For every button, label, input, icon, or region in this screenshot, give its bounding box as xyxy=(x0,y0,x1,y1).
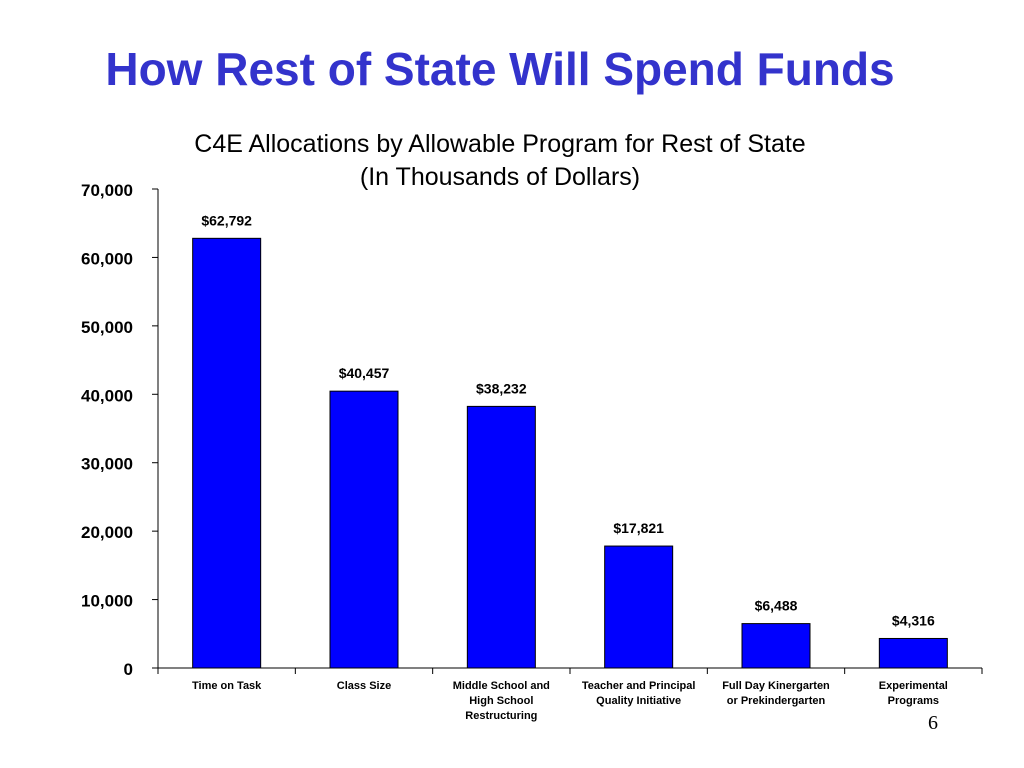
y-tick-label: 50,000 xyxy=(81,318,133,337)
y-tick-label: 30,000 xyxy=(81,455,133,474)
y-tick-label: 40,000 xyxy=(81,386,133,405)
data-label: $62,792 xyxy=(201,212,252,228)
x-category-label: Middle School and xyxy=(453,680,550,692)
x-category-label: or Prekindergarten xyxy=(727,695,826,707)
data-label: $4,316 xyxy=(892,612,935,628)
chart-title: C4E Allocations by Allowable Program for… xyxy=(194,130,806,158)
x-category-label: Programs xyxy=(888,695,939,707)
bar xyxy=(192,237,262,669)
y-tick-label: 0 xyxy=(124,660,133,679)
y-tick-label: 70,000 xyxy=(81,181,133,200)
data-label: $17,821 xyxy=(613,520,664,536)
chart-subtitle: (In Thousands of Dollars) xyxy=(359,163,641,191)
data-label: $6,488 xyxy=(755,598,798,614)
x-category-label: Quality Initiative xyxy=(596,695,681,707)
data-label: $38,232 xyxy=(476,380,527,396)
y-tick-label: 20,000 xyxy=(81,523,133,542)
x-category-label: Full Day Kinergarten xyxy=(722,680,830,692)
bar xyxy=(741,623,811,669)
x-category-label: High School xyxy=(469,695,533,707)
x-category-label: Experimental xyxy=(879,680,948,692)
bar xyxy=(466,405,536,669)
bar xyxy=(878,637,948,669)
x-category-label: Class Size xyxy=(337,680,391,692)
data-label: $40,457 xyxy=(339,365,390,381)
slide-title: How Rest of State Will Spend Funds xyxy=(105,43,895,95)
bar xyxy=(604,545,674,669)
x-category-label: Teacher and Principal xyxy=(582,680,696,692)
chart-title-block: C4E Allocations by Allowable Program for… xyxy=(140,128,860,194)
y-tick-label: 60,000 xyxy=(81,249,133,268)
y-tick-label: 10,000 xyxy=(81,592,133,611)
bar xyxy=(329,390,399,669)
page-number: 6 xyxy=(928,712,938,734)
x-category-label: Restructuring xyxy=(465,710,537,722)
x-category-label: Time on Task xyxy=(192,680,262,692)
